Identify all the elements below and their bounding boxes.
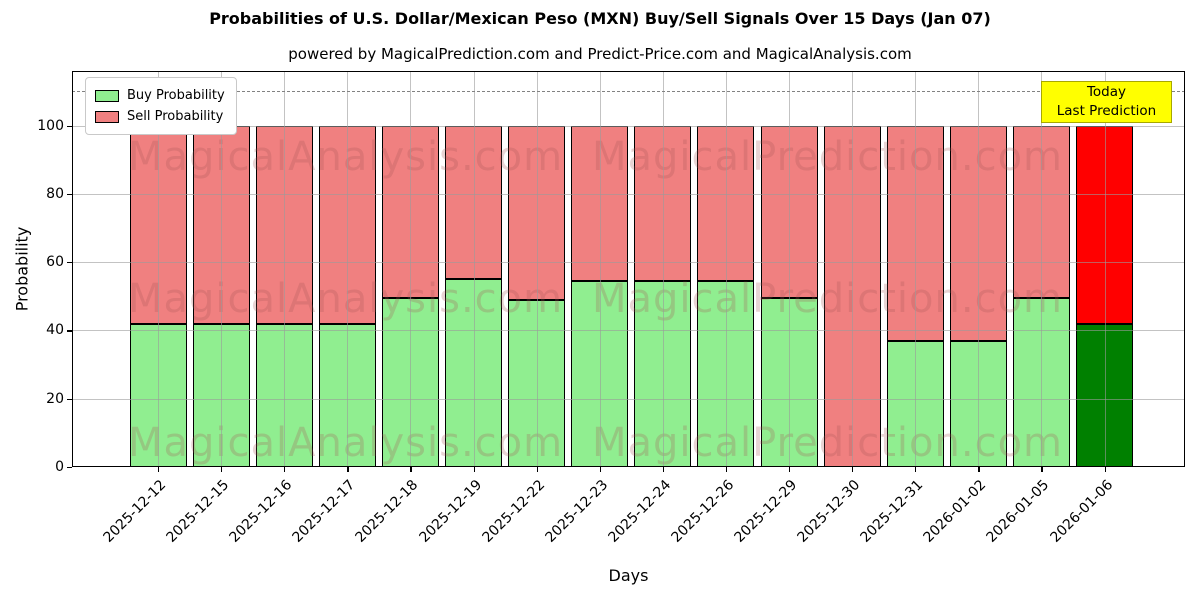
legend-label-sell: Sell Probability bbox=[127, 109, 224, 124]
bar-segment-sell bbox=[192, 125, 250, 324]
x-tick-mark bbox=[1041, 467, 1043, 472]
y-tick-label: 80 bbox=[46, 185, 64, 202]
bar-segment-buy bbox=[1012, 298, 1070, 467]
x-tick-mark bbox=[158, 467, 160, 472]
legend-label-buy: Buy Probability bbox=[127, 88, 225, 103]
bar-segment-buy bbox=[697, 280, 755, 467]
today-annotation-box: Today Last Prediction bbox=[1041, 81, 1172, 123]
x-tick-mark bbox=[978, 467, 980, 472]
bar-segment-buy bbox=[255, 323, 313, 467]
bar-segment-sell bbox=[949, 125, 1007, 341]
x-axis-label: Days bbox=[608, 566, 649, 585]
x-tick-mark bbox=[852, 467, 854, 472]
bar-segment-sell bbox=[697, 125, 755, 281]
chart-title: Probabilities of U.S. Dollar/Mexican Pes… bbox=[209, 9, 991, 28]
x-tick-mark bbox=[662, 467, 665, 472]
bar-segment-sell bbox=[760, 125, 818, 298]
y-tick-mark bbox=[67, 330, 72, 332]
sell-color-swatch bbox=[95, 110, 119, 123]
today-annotation-line1: Today bbox=[1086, 84, 1127, 100]
y-tick-mark bbox=[67, 467, 72, 469]
bar-segment-sell bbox=[634, 125, 692, 281]
bar-segment-sell bbox=[886, 125, 944, 341]
dashed-reference-line bbox=[72, 91, 1185, 93]
x-tick-mark bbox=[1104, 467, 1106, 472]
bar-segment-buy bbox=[949, 340, 1007, 467]
x-tick-mark bbox=[789, 467, 791, 472]
x-tick-mark bbox=[599, 467, 601, 472]
bar-segment-sell bbox=[255, 125, 313, 324]
x-tick-mark bbox=[284, 467, 286, 472]
bar-segment-buy bbox=[571, 280, 629, 467]
bar-segment-buy bbox=[508, 299, 566, 467]
bar-segment-sell bbox=[318, 125, 376, 324]
bar-segment-sell bbox=[823, 125, 881, 467]
bar-segment-buy bbox=[1076, 323, 1133, 467]
bar-segment-buy bbox=[445, 279, 502, 467]
legend-item-buy: Buy Probability bbox=[95, 85, 225, 106]
x-tick-mark bbox=[410, 467, 412, 472]
bar-segment-sell bbox=[1012, 125, 1070, 298]
legend-item-sell: Sell Probability bbox=[95, 106, 225, 127]
bar-segment-buy bbox=[760, 298, 818, 467]
chart-subtitle: powered by MagicalPrediction.com and Pre… bbox=[288, 45, 912, 63]
bar-segment-sell bbox=[1076, 125, 1133, 324]
bar-segment-sell bbox=[445, 125, 502, 280]
y-tick-mark bbox=[67, 398, 72, 401]
bar-segment-buy bbox=[634, 280, 692, 467]
today-annotation-line2: Last Prediction bbox=[1056, 103, 1157, 119]
y-tick-label: 60 bbox=[46, 254, 64, 271]
x-tick-mark bbox=[915, 467, 917, 472]
bar-segment-buy bbox=[381, 298, 439, 467]
bar-segment-sell bbox=[571, 125, 629, 281]
y-tick-mark bbox=[67, 193, 72, 196]
x-tick-mark bbox=[536, 467, 538, 472]
bar-segment-sell bbox=[129, 125, 187, 324]
x-tick-mark bbox=[725, 467, 728, 472]
y-tick-label: 0 bbox=[55, 459, 64, 475]
x-tick-mark bbox=[221, 467, 223, 472]
bar-segment-buy bbox=[129, 323, 187, 467]
bar-segment-sell bbox=[508, 125, 566, 300]
buy-color-swatch bbox=[95, 89, 119, 102]
legend: Buy Probability Sell Probability bbox=[85, 77, 237, 135]
y-tick-label: 20 bbox=[46, 390, 64, 407]
y-tick-mark bbox=[67, 125, 72, 127]
x-tick-mark bbox=[473, 467, 475, 472]
y-tick-label: 40 bbox=[46, 322, 64, 339]
bar-segment-buy bbox=[886, 340, 944, 467]
x-tick-mark bbox=[347, 467, 349, 472]
y-tick-mark bbox=[67, 262, 72, 264]
bar-segment-buy bbox=[192, 323, 250, 467]
bar-segment-buy bbox=[318, 323, 376, 467]
y-tick-label: 100 bbox=[37, 117, 64, 134]
bar-segment-sell bbox=[381, 125, 439, 298]
y-axis-label: Probability bbox=[12, 226, 32, 312]
